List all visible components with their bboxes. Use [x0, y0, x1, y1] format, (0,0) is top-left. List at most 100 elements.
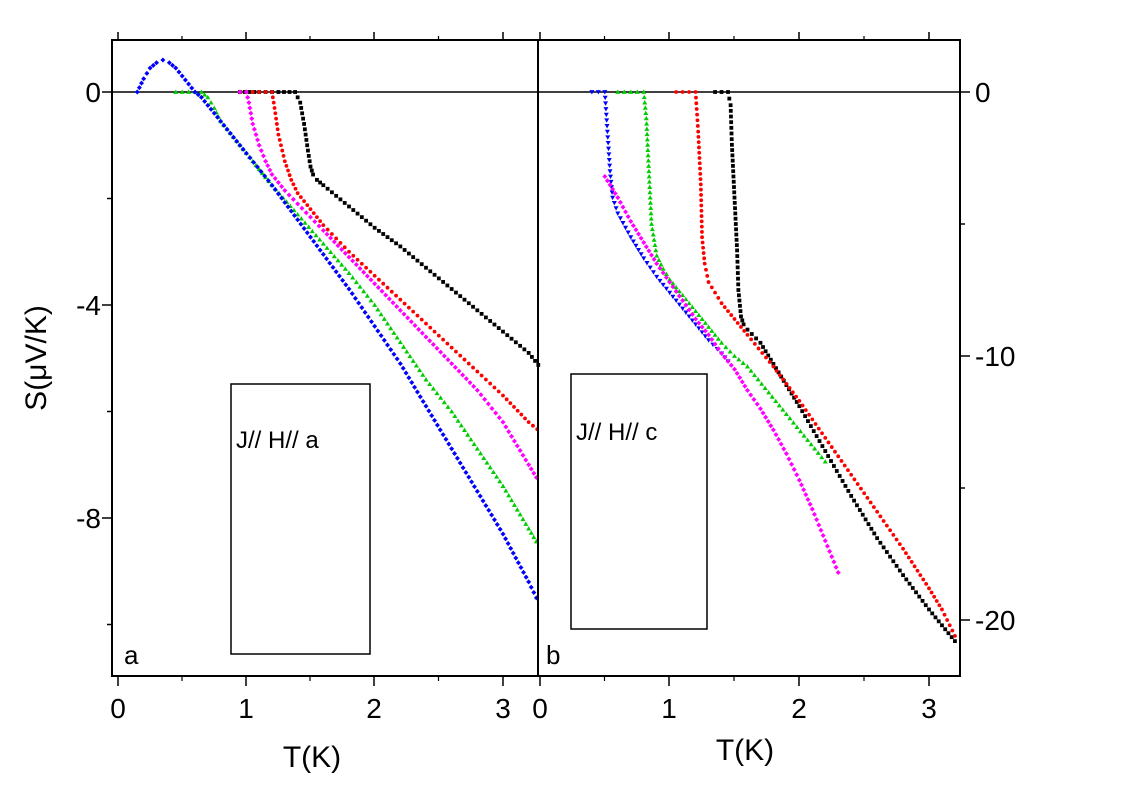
data-point: [284, 163, 289, 168]
series-4T: [237, 89, 539, 481]
data-point: [732, 185, 736, 189]
data-point: [670, 284, 676, 290]
data-point: [496, 326, 501, 330]
data-point: [656, 257, 662, 262]
data-point: [807, 501, 813, 507]
data-point: [808, 441, 814, 447]
data-point: [719, 301, 724, 306]
data-point: [643, 244, 649, 250]
data-point: [737, 293, 741, 298]
data-point: [134, 89, 140, 95]
data-point: [347, 204, 351, 209]
data-point: [695, 118, 700, 123]
data-point: [270, 95, 275, 100]
data-point: [606, 157, 612, 163]
data-point: [361, 288, 367, 294]
data-point: [309, 168, 314, 173]
data-point: [733, 216, 738, 221]
data-point: [372, 302, 378, 307]
data-point: [923, 603, 928, 608]
data-point: [695, 124, 700, 128]
data-point: [477, 493, 483, 499]
data-point: [660, 282, 666, 288]
data-point: [811, 511, 817, 517]
data-point: [488, 381, 493, 386]
data-point: [649, 252, 655, 258]
data-point: [701, 251, 706, 255]
data-point: [869, 526, 874, 531]
data-point: [712, 332, 718, 337]
data-point: [771, 362, 776, 366]
data-point: [915, 568, 920, 573]
data-point: [623, 209, 629, 215]
data-point: [645, 158, 651, 163]
data-point: [432, 417, 438, 423]
data-point: [485, 401, 491, 407]
data-point: [321, 223, 326, 228]
data-point: [732, 317, 737, 321]
data-point: [434, 345, 440, 351]
data-point: [946, 631, 951, 636]
data-point: [726, 90, 730, 94]
data-point: [771, 364, 776, 369]
data-point: [812, 446, 818, 451]
data-point: [474, 446, 480, 451]
data-point: [605, 141, 611, 146]
data-point: [306, 154, 311, 158]
data-point: [702, 334, 708, 339]
data-point: [947, 623, 952, 628]
data-point: [805, 496, 811, 502]
data-point: [722, 354, 728, 360]
data-point: [778, 441, 784, 447]
panel-b-letter: b: [546, 640, 560, 670]
data-point: [803, 492, 809, 498]
data-point: [650, 270, 656, 275]
data-point: [603, 107, 609, 112]
data-point: [415, 313, 420, 318]
x-tick-label: 0: [110, 693, 126, 724]
data-point: [642, 105, 648, 110]
data-point: [500, 483, 506, 488]
data-point: [934, 599, 939, 603]
data-point: [722, 305, 727, 310]
data-point: [670, 294, 676, 300]
data-point: [419, 317, 424, 322]
data-point: [368, 222, 373, 227]
data-point: [699, 208, 704, 213]
data-point: [479, 373, 484, 378]
data-point: [411, 309, 416, 314]
data-point: [702, 256, 707, 261]
data-point: [658, 261, 664, 267]
data-point: [286, 192, 292, 198]
data-point: [339, 246, 345, 252]
data-point: [696, 320, 702, 326]
series-2.5T: [589, 90, 731, 364]
data-point: [320, 241, 326, 246]
data-point: [276, 132, 281, 137]
data-point: [725, 358, 731, 364]
data-point: [482, 396, 488, 402]
data-point: [335, 257, 341, 263]
data-point: [942, 612, 947, 617]
data-point: [765, 418, 771, 424]
data-point: [279, 184, 285, 190]
data-point: [843, 484, 848, 488]
data-point: [663, 271, 669, 277]
data-point: [504, 397, 509, 402]
data-point: [342, 245, 347, 250]
series-3T: [602, 173, 841, 575]
data-point: [510, 550, 516, 556]
data-point: [808, 424, 813, 429]
data-point: [394, 241, 398, 246]
x-tick-label: 1: [238, 693, 254, 724]
data-point: [237, 142, 243, 148]
data-point: [609, 190, 615, 195]
data-point: [673, 284, 679, 290]
data-point: [290, 196, 296, 202]
y-tick-label: -10: [975, 341, 1015, 372]
y-tick-label: 0: [85, 77, 101, 108]
data-point: [368, 297, 374, 303]
data-point: [815, 450, 821, 455]
data-point: [855, 482, 860, 486]
data-point: [503, 488, 509, 493]
